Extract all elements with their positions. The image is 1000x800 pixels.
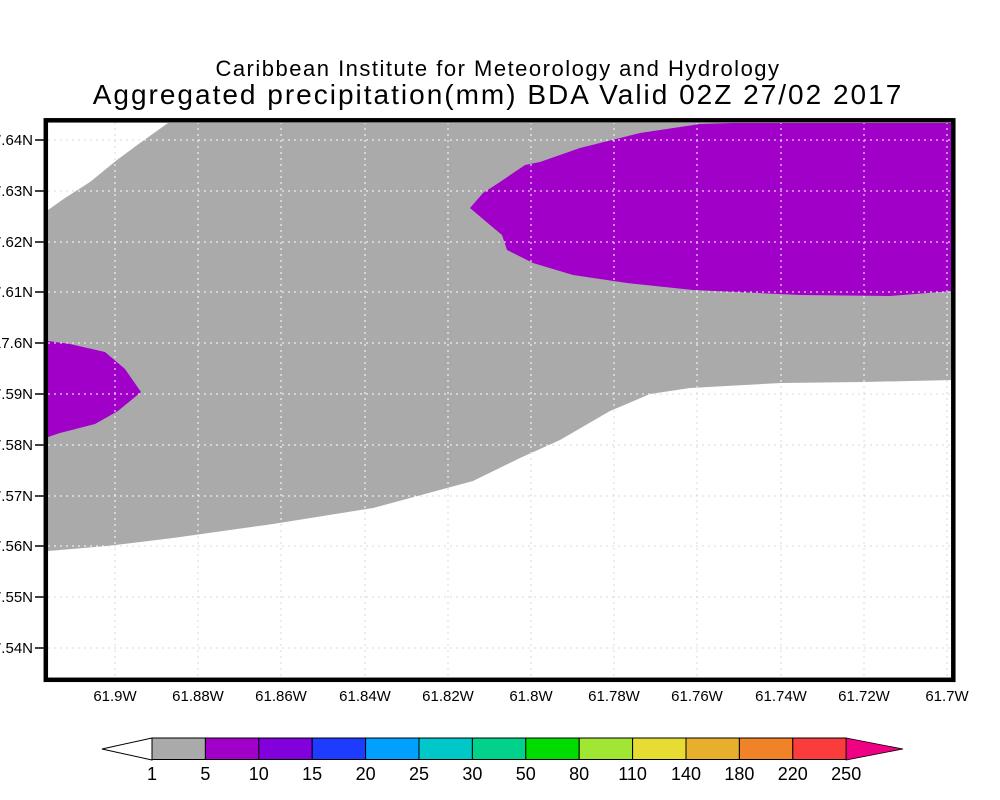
y-ticks bbox=[35, 139, 44, 649]
precip-band-5-10-region-west bbox=[48, 341, 141, 437]
colorbar-label: 140 bbox=[671, 764, 701, 784]
colorbar-label: 15 bbox=[302, 764, 322, 784]
colorbar-label: 50 bbox=[516, 764, 536, 784]
y-axis-labels: 7.64N 7.63N 7.62N 7.61N 17.6N 7.59N 7.58… bbox=[0, 132, 33, 657]
colorbar-label: 30 bbox=[462, 764, 482, 784]
colorbar-label: 5 bbox=[200, 764, 210, 784]
figure-subtitle: Aggregated precipitation(mm) BDA Valid 0… bbox=[93, 79, 904, 110]
colorbar-segment bbox=[738, 737, 794, 760]
x-tick-label: 61.88W bbox=[172, 688, 225, 705]
y-tick-label: 7.58N bbox=[0, 437, 33, 454]
colorbar-segment bbox=[258, 737, 313, 760]
map-border bbox=[43, 118, 956, 683]
colorbar-segment bbox=[685, 737, 740, 760]
colorbar-label: 80 bbox=[569, 764, 589, 784]
y-tick-label: 7.54N bbox=[0, 640, 33, 657]
colorbar-segment bbox=[418, 737, 473, 760]
colorbar-segment bbox=[365, 737, 420, 760]
colorbar-segment bbox=[578, 737, 634, 760]
colorbar-label: 220 bbox=[778, 764, 808, 784]
x-tick-label: 61.72W bbox=[838, 688, 891, 705]
colorbar-legend: 1 5 10 15 20 25 30 50 80 110 140 180 220… bbox=[101, 737, 904, 784]
x-tick-label: 61.84W bbox=[339, 688, 392, 705]
colorbar-label: 110 bbox=[618, 764, 647, 784]
x-tick-label: 61.76W bbox=[671, 688, 724, 705]
colorbar-label: 25 bbox=[409, 764, 429, 784]
figure-title: Caribbean Institute for Meteorology and … bbox=[215, 56, 780, 81]
colorbar-label: 20 bbox=[356, 764, 376, 784]
x-tick-label: 61.74W bbox=[755, 688, 808, 705]
colorbar-right-arrow bbox=[845, 737, 904, 761]
colorbar-segment bbox=[792, 737, 847, 760]
colorbar-label: 1 bbox=[147, 764, 157, 784]
colorbar-segments bbox=[151, 737, 847, 760]
x-tick-label: 61.82W bbox=[422, 688, 475, 705]
colorbar-segment bbox=[204, 737, 260, 760]
y-tick-label: 7.57N bbox=[0, 488, 33, 505]
colorbar-segment bbox=[632, 737, 687, 760]
y-tick-label: 7.59N bbox=[0, 386, 33, 403]
colorbar-labels: 1 5 10 15 20 25 30 50 80 110 140 180 220… bbox=[147, 764, 861, 784]
precip-band-5-10-region-northeast bbox=[470, 123, 953, 296]
y-tick-label: 7.61N bbox=[0, 284, 33, 301]
y-tick-label: 7.64N bbox=[0, 132, 33, 149]
colorbar-label: 250 bbox=[831, 764, 861, 784]
y-tick-label: 17.6N bbox=[0, 335, 33, 352]
colorbar-segment bbox=[311, 737, 367, 760]
colorbar-label: 180 bbox=[724, 764, 754, 784]
colorbar-segment bbox=[151, 737, 206, 760]
colorbar-segment bbox=[471, 737, 527, 760]
colorbar-label: 10 bbox=[249, 764, 269, 784]
y-tick-label: 7.56N bbox=[0, 538, 33, 555]
y-tick-label: 7.63N bbox=[0, 183, 33, 200]
x-tick-label: 61.7W bbox=[925, 688, 969, 705]
colorbar-segment bbox=[525, 737, 580, 760]
x-tick-label: 61.9W bbox=[93, 688, 137, 705]
y-tick-label: 7.55N bbox=[0, 589, 33, 606]
y-tick-label: 7.62N bbox=[0, 234, 33, 251]
x-tick-label: 61.78W bbox=[588, 688, 641, 705]
x-axis-labels: 61.9W 61.88W 61.86W 61.84W 61.82W 61.8W … bbox=[93, 688, 969, 705]
x-tick-label: 61.8W bbox=[509, 688, 553, 705]
x-tick-label: 61.86W bbox=[255, 688, 308, 705]
